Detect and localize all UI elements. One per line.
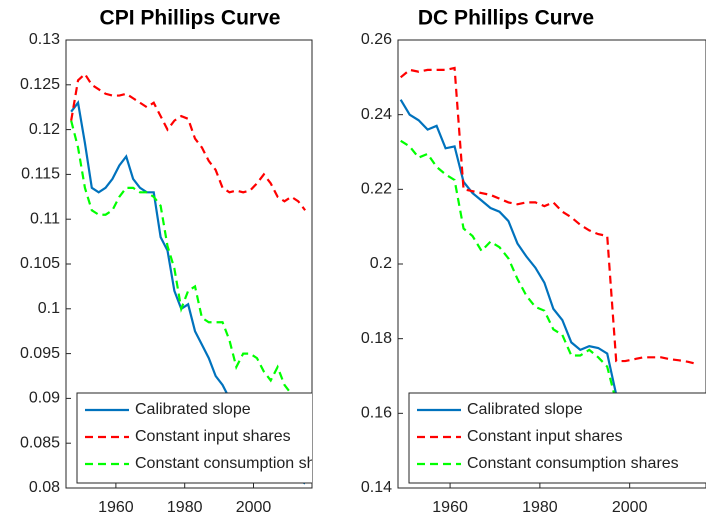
y-tick-label: 0.2 bbox=[370, 255, 392, 272]
y-tick-label: 0.13 bbox=[29, 31, 60, 48]
series-line bbox=[400, 139, 698, 441]
chart-title: CPI Phillips Curve bbox=[100, 7, 281, 30]
x-tick-label: 1980 bbox=[167, 499, 203, 516]
y-tick-label: 0.1 bbox=[38, 300, 60, 317]
y-tick-label: 0.08 bbox=[29, 479, 60, 496]
x-tick-label: 2000 bbox=[612, 499, 648, 516]
y-tick-label: 0.14 bbox=[361, 479, 392, 496]
legend-label: Constant input shares bbox=[135, 428, 291, 445]
y-tick-label: 0.095 bbox=[20, 345, 60, 362]
legend: Calibrated slope Constant input shares Con… bbox=[76, 392, 347, 484]
y-tick-label: 0.115 bbox=[21, 166, 60, 183]
x-tick-label: 1980 bbox=[522, 499, 558, 516]
y-tick-label: 0.16 bbox=[361, 405, 392, 422]
y-tick-label: 0.12 bbox=[29, 121, 60, 138]
y-tick-label: 0.085 bbox=[20, 434, 60, 451]
x-tick-label: 2000 bbox=[236, 499, 272, 516]
legend-label: Constant input shares bbox=[467, 428, 623, 445]
subplot: DC Phillips Curve 0.14 0.16 0.18 0.2 0.22 0.24… bbox=[361, 7, 706, 516]
legend: Calibrated slope Constant input shares Con… bbox=[408, 392, 706, 484]
y-tick-label: 0.18 bbox=[361, 330, 392, 347]
plot-area: Calibrated slope Constant input shares Con… bbox=[399, 66, 706, 484]
chart-title: DC Phillips Curve bbox=[418, 7, 594, 30]
y-tick-label: 0.24 bbox=[361, 106, 392, 123]
y-tick-label: 0.125 bbox=[20, 76, 60, 93]
legend-label: Constant consumption shares bbox=[467, 455, 679, 472]
series-line bbox=[399, 99, 698, 409]
series-line bbox=[399, 66, 698, 366]
y-tick-label: 0.11 bbox=[30, 210, 60, 227]
series-line bbox=[70, 120, 306, 404]
y-tick-label: 0.26 bbox=[361, 31, 392, 48]
plot-area: Calibrated slope Constant input shares Con… bbox=[70, 72, 347, 485]
legend-label: Constant consumption shares bbox=[135, 455, 347, 472]
series-line bbox=[70, 72, 306, 211]
x-tick-label: 1960 bbox=[98, 499, 134, 516]
y-tick-label: 0.09 bbox=[29, 390, 60, 407]
y-tick-label: 0.105 bbox=[20, 255, 60, 272]
legend-box bbox=[408, 392, 706, 484]
y-tick-label: 0.22 bbox=[361, 181, 392, 198]
subplot: CPI Phillips Curve0.080.0850.090.0950.10… bbox=[20, 7, 347, 516]
legend-label: Calibrated slope bbox=[467, 401, 583, 418]
legend-label: Calibrated slope bbox=[135, 401, 251, 418]
x-tick-label: 1960 bbox=[432, 499, 468, 516]
